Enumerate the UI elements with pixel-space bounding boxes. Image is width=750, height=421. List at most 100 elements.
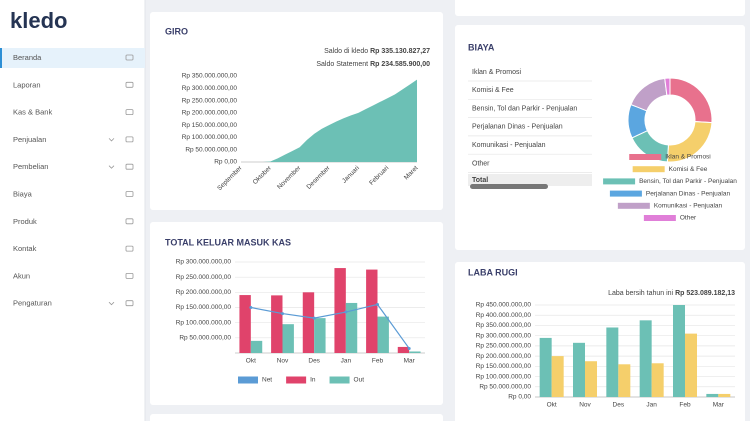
line-point (312, 316, 316, 320)
y-tick-label: Rp 250.000.000,00 (182, 97, 238, 104)
legend-label: In (310, 377, 316, 384)
bar (334, 268, 346, 353)
y-tick-label: Rp 200.000.000,00 (176, 289, 232, 296)
table-footer: Total (472, 177, 488, 184)
line-point (407, 346, 411, 350)
legend-swatch (632, 166, 665, 173)
x-tick-label: Okt (246, 358, 256, 365)
menu-item[interactable]: Penjualan (13, 135, 134, 144)
sidebar (0, 0, 145, 421)
annotation-value: Rp 335.130.827,27 (370, 48, 430, 55)
bar (239, 295, 251, 353)
menu-label: Kas & Bank (13, 108, 52, 117)
legend-swatch (238, 376, 258, 384)
table-cell: Perjalanan Dinas - Penjualan (472, 124, 563, 131)
legend-label: Iklan & Promosi (665, 154, 711, 161)
menu-item[interactable]: Biaya (13, 189, 134, 198)
bar (345, 302, 358, 353)
bar (573, 342, 585, 397)
legend-label: Out (354, 377, 365, 384)
menu-item[interactable]: Kas & Bank (13, 108, 134, 117)
legend-swatch (329, 376, 350, 384)
x-tick-label: Okt (547, 402, 557, 409)
menu-icon (125, 163, 134, 170)
annotation-value: Rp 523.089.182,13 (675, 290, 735, 297)
menu-label: Pengaturan (13, 299, 52, 308)
table-cell: Iklan & Promosi (472, 69, 521, 76)
menu-label: Beranda (13, 53, 42, 62)
annotation-label: Laba bersih tahun ini (608, 290, 673, 297)
x-tick-label: Feb (372, 358, 384, 365)
bar (409, 351, 421, 353)
menu-label: Kontak (13, 244, 37, 253)
line-point (249, 306, 253, 309)
bar (651, 363, 664, 397)
menu-item[interactable]: Laporan (13, 80, 134, 89)
x-tick-label: Jan (341, 358, 352, 365)
x-tick-label: Jan (646, 402, 657, 409)
y-tick-label: Rp 50.000.000,00 (185, 146, 237, 153)
annotation-label: Saldo Statement (316, 61, 368, 68)
bar (314, 318, 326, 353)
bar (551, 356, 564, 397)
y-tick-label: Rp 50.000.000,00 (179, 335, 231, 342)
y-tick-label: Rp 150.000.000,00 (176, 304, 232, 311)
legend-label: Net (262, 377, 272, 384)
bar (585, 361, 597, 397)
menu-label: Pembelian (13, 162, 48, 171)
bar (302, 292, 315, 353)
legend-label: Komisi & Fee (669, 166, 708, 173)
legend-label: Komunikasi - Penjualan (654, 203, 723, 210)
scrollbar (470, 184, 548, 189)
table-cell: Bensin, Tol dan Parkir - Penjualan (472, 105, 577, 112)
menu-item[interactable]: Beranda (0, 48, 145, 68)
x-tick-label: Nov (579, 402, 591, 409)
line-point (376, 302, 379, 306)
line-point (344, 310, 348, 314)
y-tick-label: Rp 400.000.000,00 (476, 312, 532, 319)
y-tick-label: Rp 350.000.000,00 (182, 73, 238, 80)
annotation: Saldo Statement Rp 234.585.900,00 (316, 61, 430, 68)
annotation: Laba bersih tahun ini Rp 523.089.182,13 (608, 290, 735, 297)
legend-label: Other (680, 215, 697, 222)
menu-icon (125, 300, 134, 307)
x-tick-label: Des (613, 402, 625, 409)
y-tick-label: Rp 250.000.000,00 (176, 274, 232, 281)
menu-item[interactable]: Kontak (13, 244, 134, 253)
legend-label: Bensin, Tol dan Parkir - Penjualan (639, 178, 737, 185)
bar (377, 316, 389, 353)
bar (539, 337, 552, 397)
chevron (108, 138, 115, 142)
table-cell: Other (472, 160, 490, 167)
menu-label: Akun (13, 271, 30, 280)
legend-swatch (603, 178, 636, 185)
y-tick-label: Rp 100.000.000,00 (182, 134, 238, 141)
x-tick-label: Nov (277, 358, 289, 365)
menu-icon (125, 245, 134, 252)
annotation-label: Saldo di kledo (324, 48, 368, 55)
menu-item[interactable]: Pengaturan (13, 299, 134, 308)
menu-icon (125, 54, 134, 61)
x-tick-label: Feb (679, 402, 691, 409)
menu-icon (125, 109, 134, 115)
bar (639, 320, 652, 397)
table-footer-bg (468, 174, 592, 186)
bar (250, 340, 263, 353)
line-point (281, 312, 284, 316)
area (241, 79, 417, 162)
menu-item[interactable]: Produk (13, 217, 134, 226)
table-cell: Komunikasi - Penjualan (472, 142, 546, 149)
y-tick-label: Rp 200.000.000,00 (476, 353, 532, 360)
y-tick-label: Rp 300.000.000,00 (182, 85, 238, 92)
menu-item[interactable]: Pembelian (13, 162, 134, 171)
menu-active-bg (0, 48, 145, 68)
bar (673, 305, 685, 397)
y-tick-label: Rp 200.000.000,00 (182, 110, 238, 117)
bar (366, 269, 378, 353)
card (455, 262, 745, 421)
bar (685, 333, 697, 397)
menu-label: Biaya (13, 189, 33, 198)
annotation: Saldo di kledo Rp 335.130.827,27 (324, 48, 430, 55)
menu-item[interactable]: Akun (13, 271, 134, 280)
